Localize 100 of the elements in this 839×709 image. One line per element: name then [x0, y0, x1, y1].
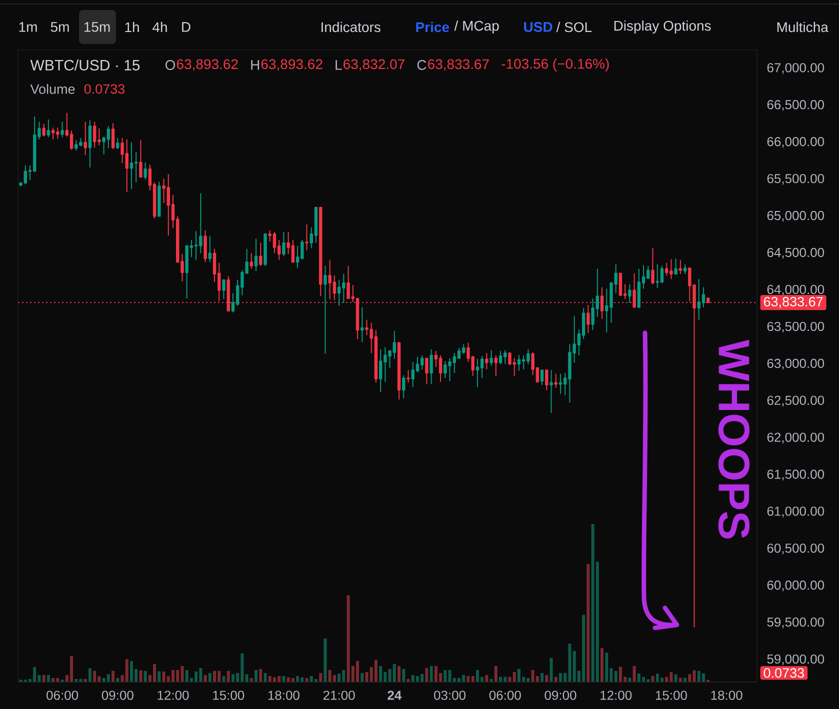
bar — [485, 675, 488, 682]
y-tick-label: 63,500.00 — [767, 322, 824, 333]
y-tick-label: 67,000.00 — [767, 63, 824, 74]
text: Indicators — [322, 22, 380, 32]
candlestick — [60, 121, 64, 138]
candlestick — [305, 224, 308, 251]
bar — [360, 672, 364, 682]
candlestick — [438, 354, 442, 382]
bar — [125, 659, 128, 682]
candlestick — [319, 206, 322, 297]
bar — [425, 668, 428, 682]
ref-line-label: 63,833.67 — [764, 296, 823, 308]
x-tick-label: 06:00 — [46, 690, 78, 700]
annotation: 0.0733 — [84, 84, 125, 94]
bar — [632, 666, 636, 682]
bar — [162, 672, 166, 682]
chart-title: WBTC/USD · 15 — [30, 59, 140, 70]
annotation: WHOOPS — [718, 340, 750, 538]
bar — [545, 675, 548, 682]
x-tick-label: 12:00 — [600, 690, 632, 700]
bar — [674, 674, 678, 682]
candlestick — [111, 122, 115, 150]
candlestick — [144, 162, 147, 180]
candlestick — [517, 354, 521, 372]
bar — [684, 678, 687, 682]
candlestick — [674, 258, 678, 274]
text: / SOL — [556, 22, 592, 32]
bar — [392, 664, 396, 682]
x-tick-label: 03:00 — [434, 690, 466, 700]
bar — [88, 668, 92, 682]
candlestick — [402, 374, 406, 399]
y-tick-label: 63,000.00 — [767, 358, 824, 370]
bar — [226, 670, 230, 682]
candlestick — [545, 370, 548, 391]
annotation: 63,893.62 — [261, 59, 322, 71]
x-tick-label: 09:00 — [102, 690, 134, 700]
bar — [600, 648, 604, 682]
bar — [46, 675, 50, 682]
y-tick-label: 61,000.00 — [767, 506, 824, 518]
y-tick-label: 66,000.00 — [767, 137, 824, 148]
bar — [586, 564, 590, 682]
candlestick — [158, 181, 161, 217]
bar — [540, 672, 544, 682]
candlestick — [540, 370, 544, 386]
x-tick-label: 15:00 — [213, 690, 244, 700]
bar — [254, 670, 258, 682]
bar — [112, 670, 115, 682]
text: Price — [416, 22, 450, 32]
y-tick-label: 62,500.00 — [767, 396, 824, 406]
bar — [282, 676, 286, 682]
candlestick — [116, 137, 120, 150]
candlestick — [476, 358, 480, 388]
bar — [245, 674, 248, 682]
candlestick — [554, 373, 558, 388]
chart-title: Volume — [30, 84, 75, 94]
candlestick — [406, 370, 410, 384]
candlestick — [651, 248, 654, 285]
candlestick — [628, 284, 632, 304]
text: / MCap — [454, 20, 499, 34]
candlestick — [84, 121, 87, 156]
candlestick — [264, 232, 267, 266]
text: 0.0733 — [764, 668, 804, 678]
annotation: O — [165, 60, 176, 70]
candlestick — [222, 279, 226, 300]
candlestick — [420, 354, 424, 370]
x-tick-label: 18:00 — [711, 690, 742, 700]
bar — [402, 669, 406, 682]
bar — [471, 676, 474, 682]
bar — [319, 672, 322, 682]
candlestick — [254, 238, 258, 272]
annotation: C — [417, 60, 426, 70]
candlestick — [42, 123, 46, 137]
text: 15m — [84, 22, 110, 32]
bar — [106, 674, 110, 682]
candlestick — [46, 118, 50, 138]
text: USD — [524, 22, 552, 32]
candlestick — [88, 120, 92, 168]
candlestick — [397, 341, 401, 400]
bar — [374, 660, 378, 682]
annotation: H — [251, 60, 260, 70]
candlestick — [618, 272, 622, 296]
x-tick-label: 09:00 — [544, 690, 576, 700]
bar — [324, 638, 327, 682]
y-tick-label: 59,500.00 — [767, 617, 824, 628]
candlestick — [282, 231, 286, 257]
bar — [264, 672, 267, 682]
y-tick-label: 65,500.00 — [767, 174, 824, 185]
bar — [259, 669, 262, 682]
y-tick-label: 59,000.00 — [767, 654, 824, 666]
candlestick — [586, 304, 590, 334]
bar — [93, 670, 96, 682]
candlestick — [678, 259, 682, 274]
candlestick — [498, 350, 502, 365]
annotation: 63,893.62 — [176, 59, 238, 71]
bar — [614, 670, 618, 682]
text: 4h — [152, 22, 167, 32]
y-tick-label: 65,000.00 — [767, 210, 824, 222]
x-tick-label: 12:00 — [158, 690, 189, 700]
text: 1h — [125, 22, 139, 32]
bar — [512, 672, 516, 682]
